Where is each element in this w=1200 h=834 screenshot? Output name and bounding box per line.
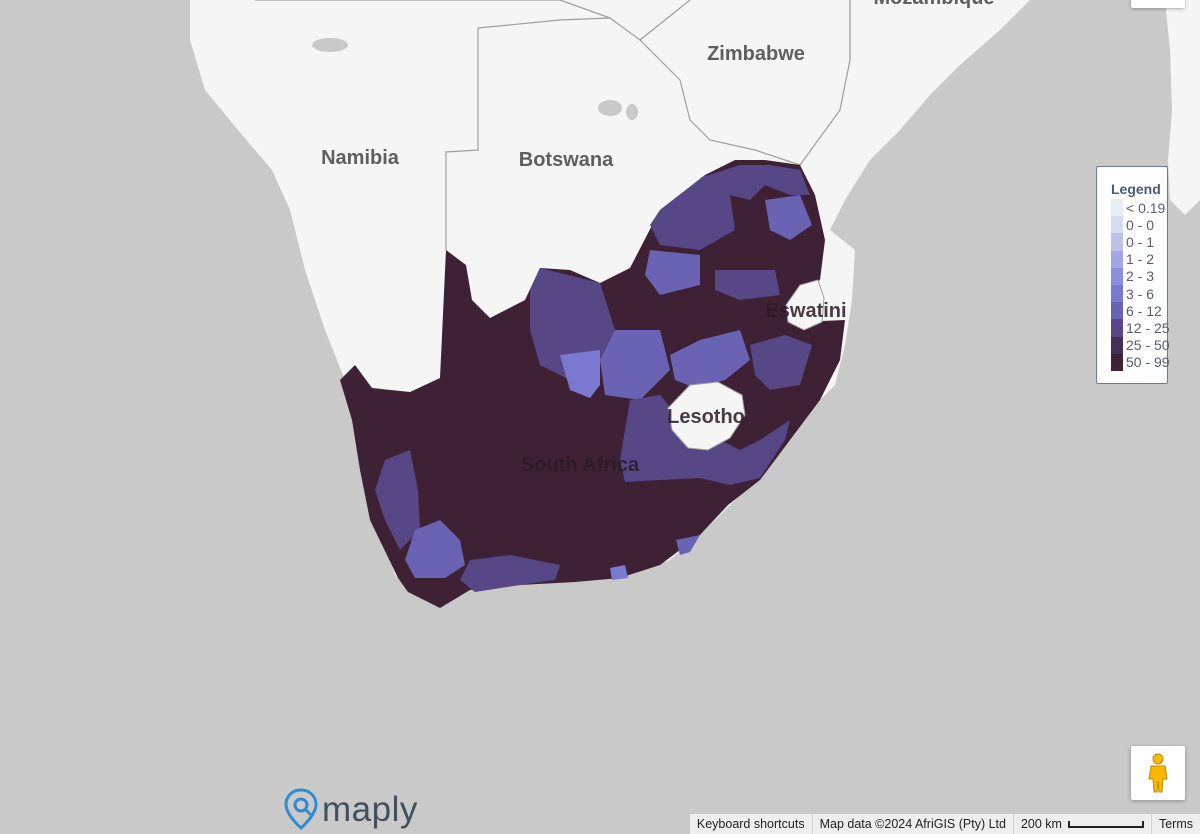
label-botswana: Botswana	[519, 149, 614, 171]
label-namibia: Namibia	[321, 147, 400, 169]
label-zimbabwe: Zimbabwe	[707, 43, 805, 65]
country-borders	[255, 0, 851, 250]
lesotho-shape	[667, 381, 746, 451]
brand-logo: maply	[284, 788, 418, 830]
map-data-attribution: Map data ©2024 AfriGIS (Pty) Ltd	[811, 814, 1013, 834]
legend-label: 3 - 6	[1126, 285, 1155, 302]
legend-item: 50 - 99	[1111, 353, 1170, 371]
legend-swatch	[1111, 267, 1123, 285]
legend-item: 0 - 0	[1111, 216, 1167, 234]
legend-item: 6 - 12	[1111, 302, 1167, 320]
legend-swatch	[1111, 302, 1123, 320]
legend-label: 50 - 99	[1126, 354, 1170, 371]
legend-swatch	[1111, 336, 1123, 354]
street-view-button[interactable]	[1131, 746, 1185, 800]
legend-item: 12 - 25	[1111, 319, 1170, 337]
legend-swatch	[1111, 250, 1123, 268]
legend-swatch	[1111, 233, 1123, 251]
legend-swatch	[1111, 319, 1123, 337]
scale-bar	[1067, 820, 1144, 828]
legend-swatch	[1111, 216, 1123, 234]
legend-item: 1 - 2	[1111, 250, 1167, 268]
legend-item: < 0.19	[1111, 199, 1167, 217]
label-lesotho: Lesotho	[667, 406, 745, 428]
legend-swatch	[1111, 284, 1123, 303]
legend-label: 2 - 3	[1126, 268, 1155, 285]
scale-control[interactable]: 200 km	[1012, 814, 1151, 834]
legend-label: 6 - 12	[1126, 302, 1162, 319]
legend-swatch	[1111, 199, 1123, 217]
label-mozambique: Mozambique	[873, 0, 994, 9]
legend-title: Legend	[1111, 181, 1161, 197]
lakes	[312, 38, 638, 120]
attribution-bar: Keyboard shortcuts Map data ©2024 AfriGI…	[689, 814, 1200, 834]
label-south-africa: South Africa	[521, 454, 640, 476]
fullscreen-button[interactable]	[1131, 0, 1185, 8]
legend-label: 12 - 25	[1126, 319, 1170, 336]
legend-label: 0 - 1	[1126, 233, 1155, 250]
terms-link[interactable]: Terms	[1150, 814, 1200, 834]
legend-item: 3 - 6	[1111, 284, 1167, 303]
label-eswatini: Eswatini	[765, 300, 846, 322]
eswatini-shape	[785, 279, 825, 331]
districts	[375, 165, 812, 592]
legend-item: 0 - 1	[1111, 233, 1167, 251]
legend-label: < 0.19	[1126, 199, 1166, 216]
legend-item: 25 - 50	[1111, 336, 1170, 354]
legend-item: 2 - 3	[1111, 267, 1167, 285]
land-madagascar	[1165, 0, 1200, 215]
pegman-icon	[1148, 753, 1168, 793]
map-pin-icon	[284, 788, 318, 830]
legend-label: 1 - 2	[1126, 251, 1155, 268]
legend-label: 0 - 0	[1126, 216, 1155, 233]
keyboard-shortcuts-link[interactable]: Keyboard shortcuts	[696, 817, 805, 831]
legend-swatch	[1111, 353, 1123, 371]
scale-label: 200 km	[1020, 817, 1062, 831]
brand-name: maply	[322, 789, 418, 829]
legend-label: 25 - 50	[1126, 337, 1170, 354]
